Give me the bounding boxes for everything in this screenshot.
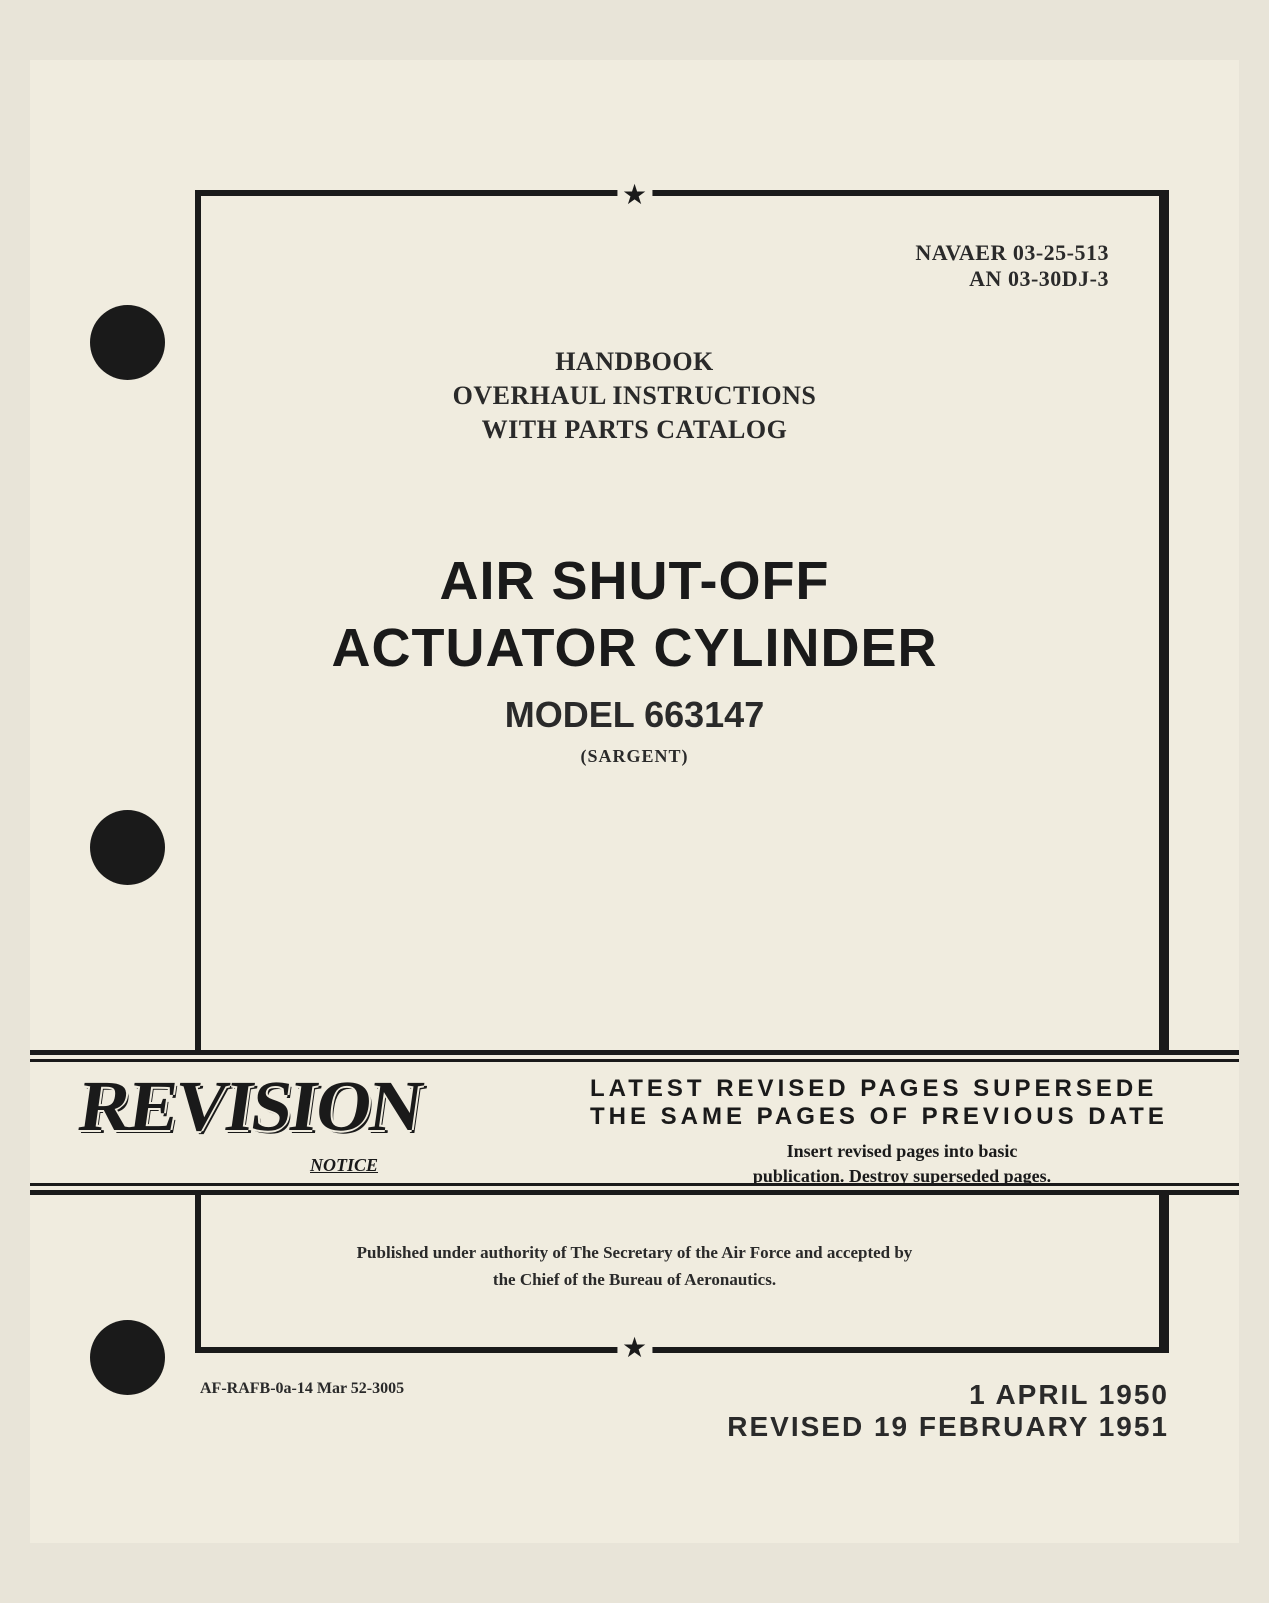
supersede-line1: LATEST REVISED PAGES SUPERSEDE [590, 1075, 1214, 1103]
insert-line2: publication. Destroy superseded pages. [753, 1166, 1051, 1186]
revision-bar: REVISION NOTICE LATEST REVISED PAGES SUP… [30, 1050, 1239, 1195]
header-line3: WITH PARTS CATALOG [30, 413, 1239, 447]
model-number: MODEL 663147 [30, 694, 1239, 736]
revision-notice: LATEST REVISED PAGES SUPERSEDE THE SAME … [590, 1075, 1214, 1189]
navaer-number: NAVAER 03-25-513 [915, 240, 1109, 266]
revision-logo: REVISION [80, 1065, 420, 1148]
footer-dates: 1 APRIL 1950 REVISED 19 FEBRUARY 1951 [727, 1379, 1169, 1443]
notice-label: NOTICE [310, 1155, 378, 1176]
insert-line1: Insert revised pages into basic [787, 1141, 1018, 1161]
insert-instructions: Insert revised pages into basic publicat… [590, 1139, 1214, 1189]
footer-reference: AF-RAFB-0a-14 Mar 52-3005 [200, 1380, 404, 1398]
header-line2: OVERHAUL INSTRUCTIONS [30, 379, 1239, 413]
revision-section: REVISION NOTICE LATEST REVISED PAGES SUP… [30, 1050, 1239, 1195]
handbook-header: HANDBOOK OVERHAUL INSTRUCTIONS WITH PART… [30, 345, 1239, 446]
star-decoration-top: ★ [617, 178, 652, 212]
manufacturer: (SARGENT) [30, 746, 1239, 767]
punch-hole [90, 1320, 165, 1395]
header-line1: HANDBOOK [30, 345, 1239, 379]
original-date: 1 APRIL 1950 [727, 1379, 1169, 1411]
supersede-line2: THE SAME PAGES OF PREVIOUS DATE [590, 1103, 1214, 1131]
authority-line1: Published under authority of The Secreta… [357, 1243, 913, 1262]
page-container: ★ NAVAER 03-25-513 AN 03-30DJ-3 HANDBOOK… [30, 60, 1239, 1543]
document-numbers: NAVAER 03-25-513 AN 03-30DJ-3 [915, 240, 1109, 292]
punch-hole [90, 810, 165, 885]
star-decoration-bottom: ★ [617, 1331, 652, 1365]
main-title: AIR SHUT-OFF ACTUATOR CYLINDER MODEL 663… [30, 550, 1239, 767]
an-number: AN 03-30DJ-3 [915, 266, 1109, 292]
title-line2: ACTUATOR CYLINDER [30, 617, 1239, 679]
authority-statement: Published under authority of The Secreta… [30, 1239, 1239, 1293]
title-line1: AIR SHUT-OFF [30, 550, 1239, 612]
revision-logo-text: REVISION [74, 1065, 426, 1148]
authority-line2: the Chief of the Bureau of Aeronautics. [493, 1270, 776, 1289]
revised-date: REVISED 19 FEBRUARY 1951 [727, 1411, 1169, 1443]
